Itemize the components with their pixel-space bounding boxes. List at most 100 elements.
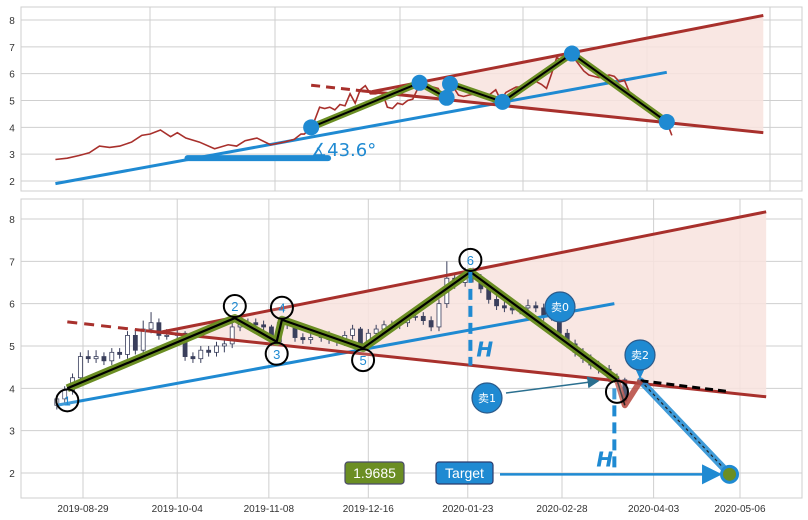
pivot-dot — [411, 74, 428, 91]
candle — [93, 350, 99, 363]
sell-signal-label: 卖1 — [478, 392, 496, 405]
candle-body — [77, 356, 83, 379]
candle — [300, 333, 306, 344]
x-tick-label: 2020-01-23 — [442, 504, 494, 515]
top-ytick-label: 3 — [9, 150, 15, 161]
annotation-layer: Target 1.9685 卖0 卖1 卖2 — [344, 291, 723, 485]
pivot-dot — [494, 93, 511, 110]
candle — [221, 339, 227, 353]
candle-body — [502, 305, 507, 309]
bottom-ytick-label: 4 — [9, 384, 15, 395]
candle — [109, 348, 115, 366]
candle-body — [214, 345, 219, 353]
candle-body — [525, 305, 531, 309]
pivot-label: 6 — [467, 253, 474, 268]
sell-signal-label: 卖0 — [551, 301, 569, 314]
pivot-circle — [458, 247, 483, 272]
candle-body — [373, 328, 379, 334]
candle-body — [420, 315, 426, 321]
detail-panel: 2 3 4 5 6 7 8 2019-08-29 2019-10-04 2019-11-08 201… — [9, 198, 803, 515]
sell-signal-badge — [544, 291, 576, 323]
pivot-circle — [222, 294, 247, 319]
candle-body — [428, 320, 434, 328]
lower-resistance — [145, 329, 767, 399]
pivot-label: 1 — [64, 393, 71, 408]
candle-body — [261, 324, 267, 328]
pivot-label: 2 — [231, 299, 238, 314]
candle-body — [125, 335, 130, 355]
bottom-triangle-fill — [145, 211, 767, 397]
candle-body — [85, 356, 91, 360]
breakout-extension-dashed — [640, 379, 730, 394]
top-ytick-label: 5 — [9, 96, 15, 107]
angle-label: ∡43.6° — [311, 140, 376, 161]
candle — [101, 352, 107, 366]
candle — [206, 345, 212, 357]
bottom-ytick-label: 3 — [9, 427, 15, 438]
candle — [214, 341, 219, 357]
lower-resistance-dashed — [67, 320, 146, 333]
pivot-circle — [351, 348, 376, 373]
projection-height-label: H — [596, 447, 613, 471]
candle — [350, 324, 356, 340]
x-tick-label: 2019-10-04 — [152, 504, 204, 515]
candle — [85, 350, 91, 363]
top-ytick-label: 8 — [9, 16, 15, 27]
candle — [125, 331, 130, 359]
top-ytick-label: 4 — [9, 123, 15, 134]
pivot-circle — [55, 388, 80, 413]
candle-body — [436, 303, 442, 328]
x-tick-label: 2019-12-16 — [343, 504, 395, 515]
top-triangle-fill — [361, 15, 764, 133]
pivot-label: 4 — [278, 301, 285, 316]
candle-body — [132, 335, 138, 351]
top-ytick-label: 2 — [9, 177, 15, 188]
candle-body — [206, 349, 212, 353]
pivot-label: 3 — [273, 347, 280, 362]
sell1-pointer — [505, 376, 600, 394]
overview-plot — [55, 13, 764, 186]
target-label: Target — [445, 465, 484, 481]
bottom-ytick-label: 2 — [9, 469, 15, 480]
candle-body — [253, 322, 259, 326]
bottom-ytick-label: 8 — [9, 215, 15, 226]
x-tick-label: 2020-04-03 — [628, 504, 680, 515]
pivot-dot — [658, 113, 675, 130]
pivot-label: 5 — [359, 353, 366, 368]
pivot-circle — [604, 379, 629, 404]
candle-body — [148, 322, 154, 330]
target-value-label: 1.9685 — [353, 465, 396, 481]
sell-signal-label: 卖2 — [631, 349, 649, 362]
top-lower-resistance — [361, 89, 764, 135]
candle — [156, 318, 162, 340]
candle — [533, 301, 539, 313]
support-line — [56, 302, 615, 407]
candle — [494, 295, 499, 311]
detail-plot: H H 1 2 3 4 5 6 — [54, 210, 767, 484]
sell-signal-badge — [471, 382, 503, 414]
bottom-ytick-label: 5 — [9, 342, 15, 353]
candle-body — [93, 356, 99, 360]
candle — [132, 329, 138, 355]
candle-body — [308, 337, 314, 341]
candle-body — [117, 351, 123, 355]
candle — [436, 299, 442, 332]
pivot-dot — [442, 75, 459, 92]
sell-signal-1: 卖1 — [471, 382, 503, 414]
x-tick-label: 2019-08-29 — [57, 504, 109, 515]
candle-body — [140, 328, 146, 351]
target-box — [435, 461, 494, 485]
candle-body — [109, 351, 115, 362]
pivot-circle — [264, 341, 289, 366]
candle — [428, 316, 434, 332]
target-point — [720, 464, 740, 484]
pivot-circle — [269, 295, 294, 320]
x-tick-label: 2020-02-28 — [536, 504, 588, 515]
pivot-dot — [438, 89, 455, 106]
candle-body — [229, 326, 235, 345]
candle — [229, 322, 235, 349]
candle-body — [101, 356, 107, 362]
top-lower-resistance-dashed — [310, 83, 363, 93]
x-tick-label: 2020-05-06 — [714, 504, 766, 515]
